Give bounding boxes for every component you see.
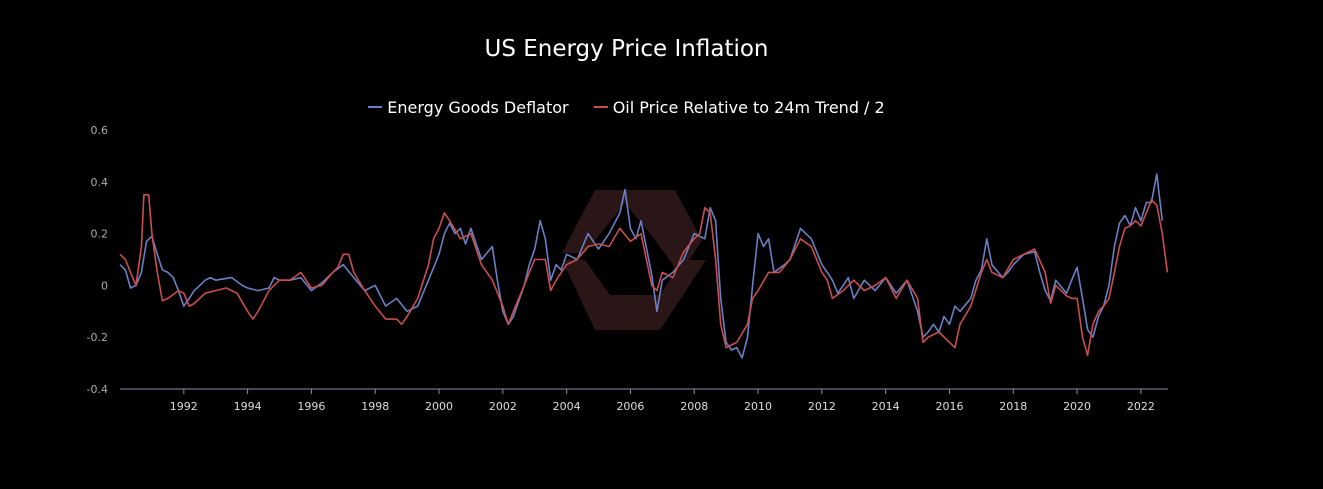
x-tick-label: 2012 bbox=[808, 400, 836, 413]
legend-label-oil-price: Oil Price Relative to 24m Trend / 2 bbox=[612, 97, 885, 117]
x-tick-label: 2010 bbox=[744, 400, 772, 413]
y-tick-label: -0.2 bbox=[87, 331, 108, 344]
x-tick-label: 2002 bbox=[489, 400, 517, 413]
x-tick-label: 2016 bbox=[935, 400, 963, 413]
y-tick-label: 0.2 bbox=[91, 228, 109, 241]
series-layer bbox=[119, 173, 1169, 359]
x-tick-label: 1994 bbox=[234, 400, 262, 413]
x-tick-label: 1992 bbox=[170, 400, 198, 413]
legend-label-energy-goods-deflator: Energy Goods Deflator bbox=[387, 97, 569, 117]
x-axis: 1992 1994 1996 1998 2000 2002 2004 2006 2008 2010… bbox=[120, 388, 1168, 413]
series-line-oil-price bbox=[119, 194, 1169, 357]
x-tick-label: 2000 bbox=[425, 400, 453, 413]
series-line-energy-goods-deflator bbox=[119, 173, 1164, 359]
y-tick-label: 0.6 bbox=[91, 124, 109, 137]
chart-title: US Energy Price Inflation bbox=[484, 36, 769, 62]
x-tick-label: 2014 bbox=[872, 400, 900, 413]
x-tick-label: 2018 bbox=[999, 400, 1027, 413]
y-tick-label: 0 bbox=[101, 279, 108, 292]
legend-item-energy-goods-deflator[interactable]: Energy Goods Deflator bbox=[368, 97, 569, 117]
x-tick-label: 2004 bbox=[553, 400, 581, 413]
x-tick-label: 1998 bbox=[361, 400, 389, 413]
y-tick-label: -0.4 bbox=[87, 383, 108, 396]
x-tick-label: 2008 bbox=[680, 400, 708, 413]
x-tick-label: 1996 bbox=[297, 400, 325, 413]
legend-swatch-blue bbox=[368, 106, 383, 108]
legend-item-oil-price[interactable]: Oil Price Relative to 24m Trend / 2 bbox=[593, 97, 885, 117]
y-axis: -0.4 -0.2 0 0.2 0.4 0.6 bbox=[87, 124, 108, 396]
x-tick-label: 2022 bbox=[1127, 400, 1155, 413]
y-tick-label: 0.4 bbox=[91, 176, 109, 189]
x-tick-label: 2006 bbox=[616, 400, 644, 413]
legend-swatch-red bbox=[593, 106, 608, 108]
watermark-logo-icon bbox=[562, 190, 706, 330]
x-tick-label: 2020 bbox=[1063, 400, 1091, 413]
legend: Energy Goods Deflator Oil Price Relative… bbox=[0, 93, 1253, 117]
